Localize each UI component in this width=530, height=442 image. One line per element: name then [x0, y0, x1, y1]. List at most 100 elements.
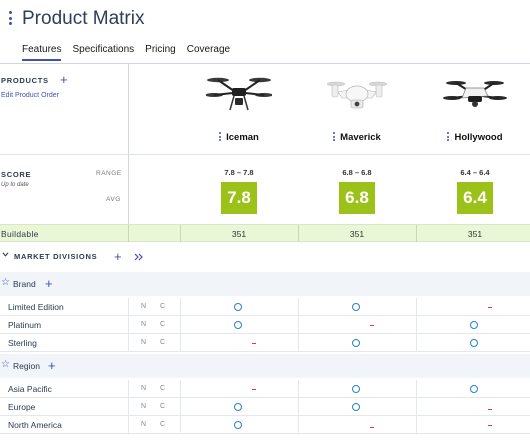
row-label: Europe [8, 402, 36, 412]
cell-divider [298, 298, 299, 316]
table-row: Europe N C [0, 398, 530, 416]
table-row: Limited Edition N C [0, 298, 530, 316]
unavailable-icon [370, 427, 374, 429]
row-label: Asia Pacific [8, 384, 52, 394]
n-toggle[interactable]: N [141, 321, 147, 328]
app-menu-icon[interactable] [9, 11, 13, 27]
cell-divider [128, 416, 129, 434]
score-heading: SCORE [1, 170, 32, 179]
c-toggle[interactable]: C [160, 339, 166, 346]
add-division-icon[interactable]: + [114, 249, 122, 264]
tab-features[interactable]: Features [22, 44, 62, 61]
table-row: North America N C [0, 416, 530, 434]
cell-divider [416, 316, 417, 334]
buildable-value: 351 [349, 229, 365, 239]
cell-divider [128, 298, 129, 316]
header-divider [0, 63, 530, 64]
unavailable-icon [488, 425, 492, 427]
row-label: Limited Edition [8, 302, 64, 312]
available-icon [470, 321, 478, 329]
product-menu-icon[interactable] [447, 132, 450, 143]
drone-black-white-icon [443, 81, 507, 107]
edit-product-order-link[interactable]: Edit Product Order [1, 92, 59, 99]
product-menu-icon[interactable] [219, 132, 222, 143]
buildable-row: Buildable 351 351 351 [0, 224, 530, 242]
avg-score-badge: 6.4 [457, 182, 493, 214]
column-divider [128, 64, 129, 224]
chevron-down-icon[interactable] [2, 251, 9, 258]
cell-divider [180, 225, 181, 242]
available-icon [234, 303, 242, 311]
table-row: Asia Pacific N C [0, 380, 530, 398]
avg-score-badge: 7.8 [221, 182, 257, 214]
available-icon [352, 385, 360, 393]
score-range: 6.8 – 6.8 [342, 168, 372, 177]
tab-coverage[interactable]: Coverage [186, 44, 231, 55]
score-range: 7.8 – 7.8 [224, 168, 254, 177]
market-divisions-heading: MARKET DIVISIONS [14, 252, 98, 261]
table-row: Sterling N C [0, 334, 530, 352]
c-toggle[interactable]: C [160, 385, 166, 392]
c-toggle[interactable]: C [160, 321, 166, 328]
n-toggle[interactable]: N [141, 303, 147, 310]
row-label: North America [8, 420, 62, 430]
add-region-icon[interactable]: + [48, 358, 56, 373]
available-icon [470, 339, 478, 347]
star-icon[interactable]: ☆ [1, 277, 10, 288]
cell-divider [180, 398, 181, 416]
tab-specifications[interactable]: Specifications [72, 44, 135, 55]
range-label: RANGE [96, 170, 122, 177]
add-brand-icon[interactable]: + [45, 276, 53, 291]
cell-divider [128, 316, 129, 334]
n-toggle[interactable]: N [141, 421, 147, 428]
c-toggle[interactable]: C [160, 403, 166, 410]
n-toggle[interactable]: N [141, 385, 147, 392]
available-icon [470, 385, 478, 393]
group-label: Brand [13, 279, 36, 289]
cell-divider [416, 380, 417, 398]
cell-divider [180, 298, 181, 316]
cell-divider [128, 380, 129, 398]
table-row: Platinum N C [0, 316, 530, 334]
product-name[interactable]: Hollywood [416, 132, 530, 143]
available-icon [352, 303, 360, 311]
score-range: 6.4 – 6.4 [460, 168, 490, 177]
cell-divider [180, 334, 181, 352]
c-toggle[interactable]: C [160, 303, 166, 310]
available-icon [234, 403, 242, 411]
avg-score-badge: 6.8 [339, 182, 375, 214]
add-product-icon[interactable]: + [60, 72, 68, 87]
n-toggle[interactable]: N [141, 339, 147, 346]
available-icon [234, 321, 242, 329]
cell-divider [180, 380, 181, 398]
cell-divider [416, 416, 417, 434]
score-status: Up to date [1, 182, 29, 188]
product-menu-icon[interactable] [333, 132, 336, 143]
expand-columns-icon[interactable] [134, 253, 144, 261]
unavailable-icon [252, 389, 256, 391]
buildable-label: Buildable [1, 229, 39, 239]
available-icon [234, 421, 242, 429]
cell-divider [298, 316, 299, 334]
buildable-value: 351 [467, 229, 483, 239]
cell-divider [416, 334, 417, 352]
c-toggle[interactable]: C [160, 421, 166, 428]
cell-divider [298, 334, 299, 352]
cell-divider [298, 416, 299, 434]
n-toggle[interactable]: N [141, 403, 147, 410]
product-name[interactable]: Maverick [298, 132, 416, 143]
product-column-maverick: Maverick [298, 64, 416, 154]
cell-divider [180, 416, 181, 434]
cell-divider [298, 225, 299, 242]
available-icon [352, 339, 360, 347]
cell-divider [416, 398, 417, 416]
unavailable-icon [252, 343, 256, 345]
products-heading: PRODUCTS [1, 76, 49, 85]
available-icon [352, 403, 360, 411]
unavailable-icon [488, 409, 492, 411]
star-icon[interactable]: ☆ [1, 359, 10, 370]
tab-pricing[interactable]: Pricing [145, 44, 176, 55]
buildable-value: 351 [231, 229, 247, 239]
group-label: Region [13, 361, 40, 371]
product-name[interactable]: Iceman [180, 132, 298, 143]
